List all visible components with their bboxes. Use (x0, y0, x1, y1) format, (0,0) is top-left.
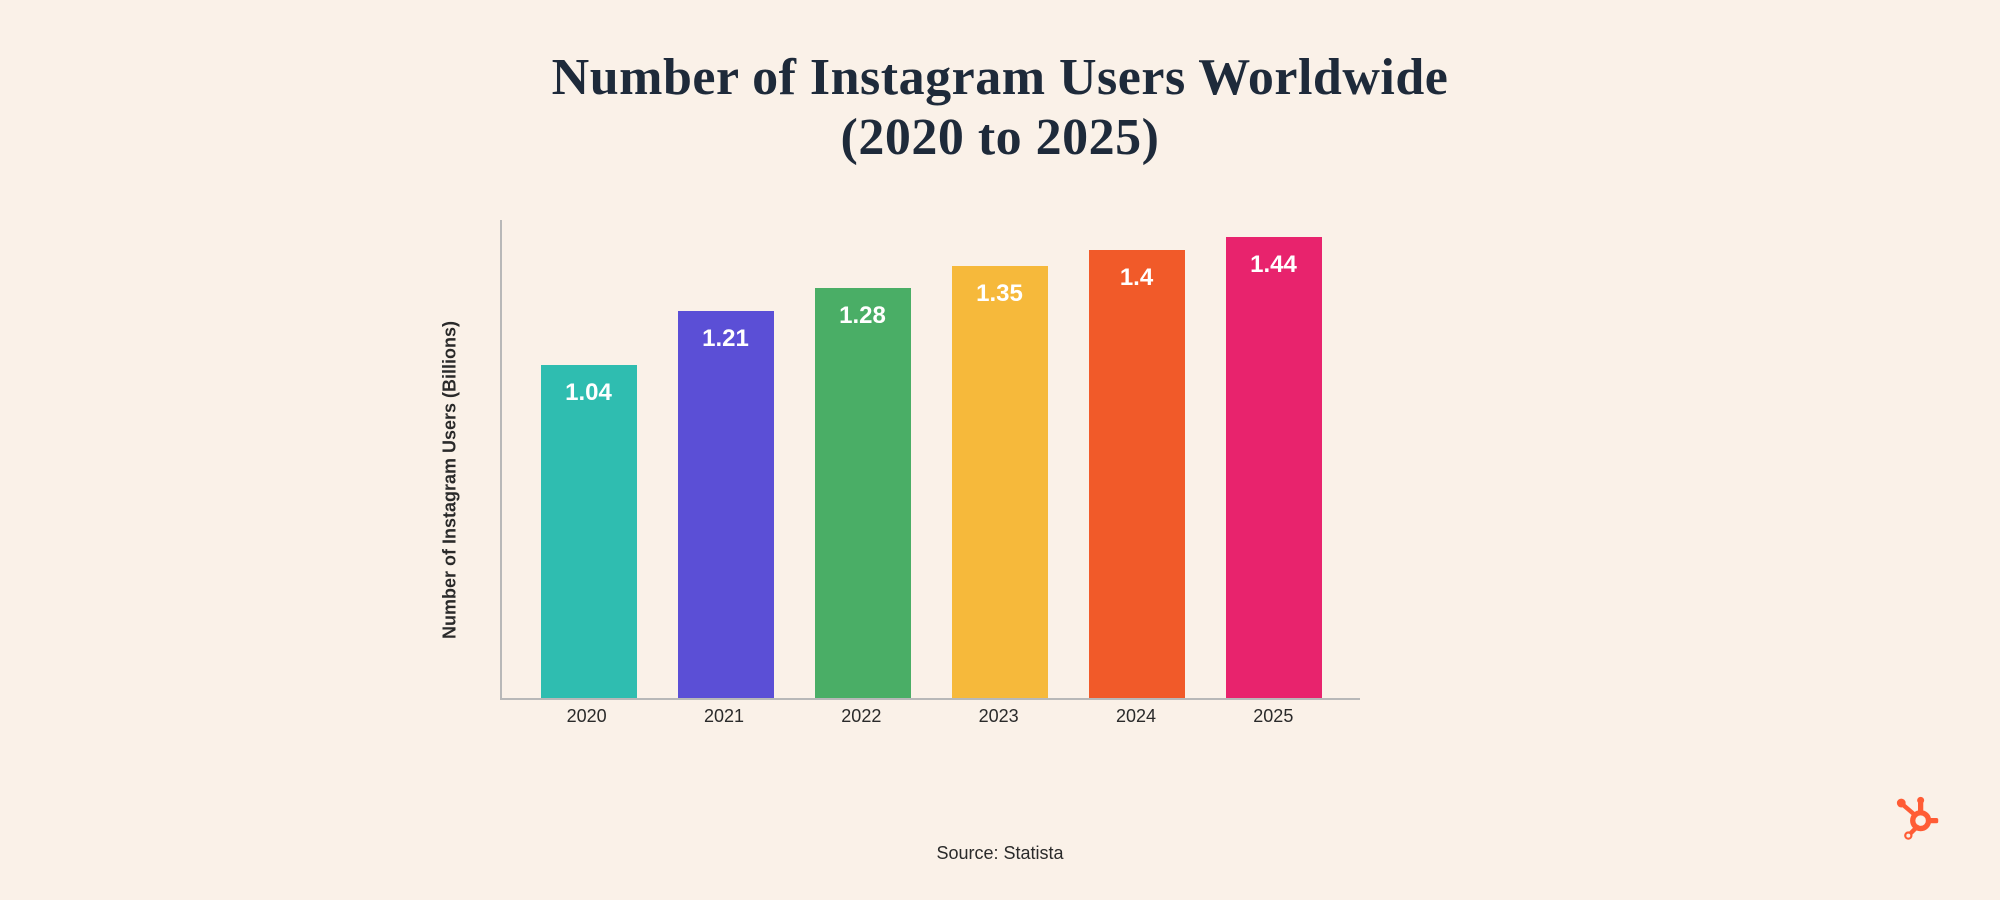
chart-container: Number of Instagram Users (Billions) 1.0… (480, 220, 1380, 740)
x-axis-tick-label: 2023 (930, 706, 1067, 727)
hubspot-sprocket-icon (1896, 796, 1940, 840)
title-line-1: Number of Instagram Users Worldwide (552, 49, 1449, 106)
bar-2024: 1.4 (1089, 250, 1185, 698)
bar-value-label: 1.4 (1089, 264, 1185, 292)
bar-slot: 1.44 (1205, 220, 1342, 698)
bar-slot: 1.28 (794, 220, 931, 698)
bar-2025: 1.44 (1226, 237, 1322, 698)
plot-area: 1.04 1.21 1.28 1.35 1.4 1.44 (500, 220, 1360, 700)
chart-title: Number of Instagram Users Worldwide (202… (0, 0, 2000, 168)
bar-value-label: 1.21 (678, 325, 774, 353)
x-axis-tick-label: 2021 (655, 706, 792, 727)
y-axis-label: Number of Instagram Users (Billions) (440, 321, 461, 639)
bar-slot: 1.35 (931, 220, 1068, 698)
bar-2023: 1.35 (952, 266, 1048, 698)
bar-value-label: 1.44 (1226, 251, 1322, 279)
bar-slot: 1.21 (657, 220, 794, 698)
x-axis-tick-label: 2024 (1067, 706, 1204, 727)
source-attribution: Source: Statista (0, 843, 2000, 864)
bars-group: 1.04 1.21 1.28 1.35 1.4 1.44 (502, 220, 1360, 698)
title-line-2: (2020 to 2025) (841, 109, 1160, 166)
bar-value-label: 1.04 (541, 379, 637, 407)
x-axis-tick-label: 2025 (1205, 706, 1342, 727)
bar-2021: 1.21 (678, 311, 774, 698)
bar-value-label: 1.28 (815, 302, 911, 330)
bar-2022: 1.28 (815, 288, 911, 698)
x-axis-labels: 202020212022202320242025 (500, 706, 1360, 727)
bar-slot: 1.4 (1068, 220, 1205, 698)
x-axis-tick-label: 2020 (518, 706, 655, 727)
x-axis-tick-label: 2022 (793, 706, 930, 727)
bar-value-label: 1.35 (952, 280, 1048, 308)
bar-slot: 1.04 (520, 220, 657, 698)
bar-2020: 1.04 (541, 365, 637, 698)
